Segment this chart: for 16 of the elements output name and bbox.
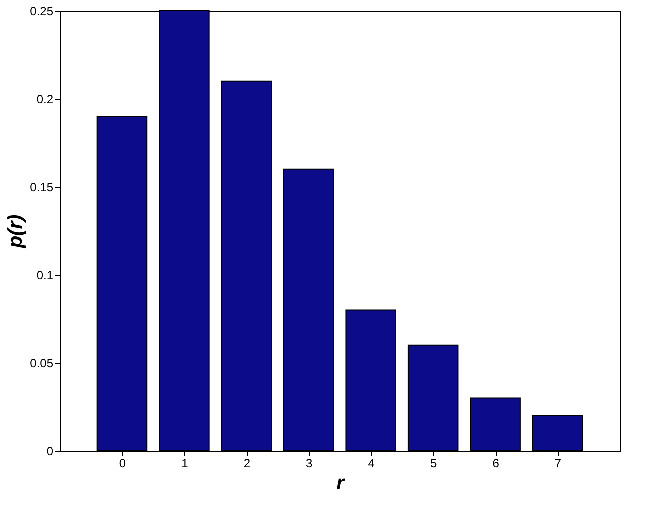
x-tick-label: 7 [554, 456, 562, 470]
y-axis-title: p(r) [5, 214, 28, 250]
x-axis-title: r [336, 472, 346, 494]
x-tick-label: 6 [492, 456, 500, 470]
x-tick-label: 1 [182, 456, 189, 470]
y-tick-label: 0.2 [36, 92, 54, 106]
y-tick-label: 0.1 [36, 268, 54, 282]
y-tick-label: 0 [46, 444, 54, 458]
x-tick-label: 5 [430, 456, 438, 470]
x-tick-label: 3 [306, 456, 314, 470]
x-tick-label: 0 [119, 456, 126, 470]
y-tick-label: 0.25 [30, 4, 54, 18]
x-tick-label: 2 [244, 456, 251, 470]
y-tick-label: 0.05 [30, 356, 54, 370]
x-tick-label: 4 [368, 456, 376, 470]
y-tick-label: 0.15 [30, 180, 54, 194]
